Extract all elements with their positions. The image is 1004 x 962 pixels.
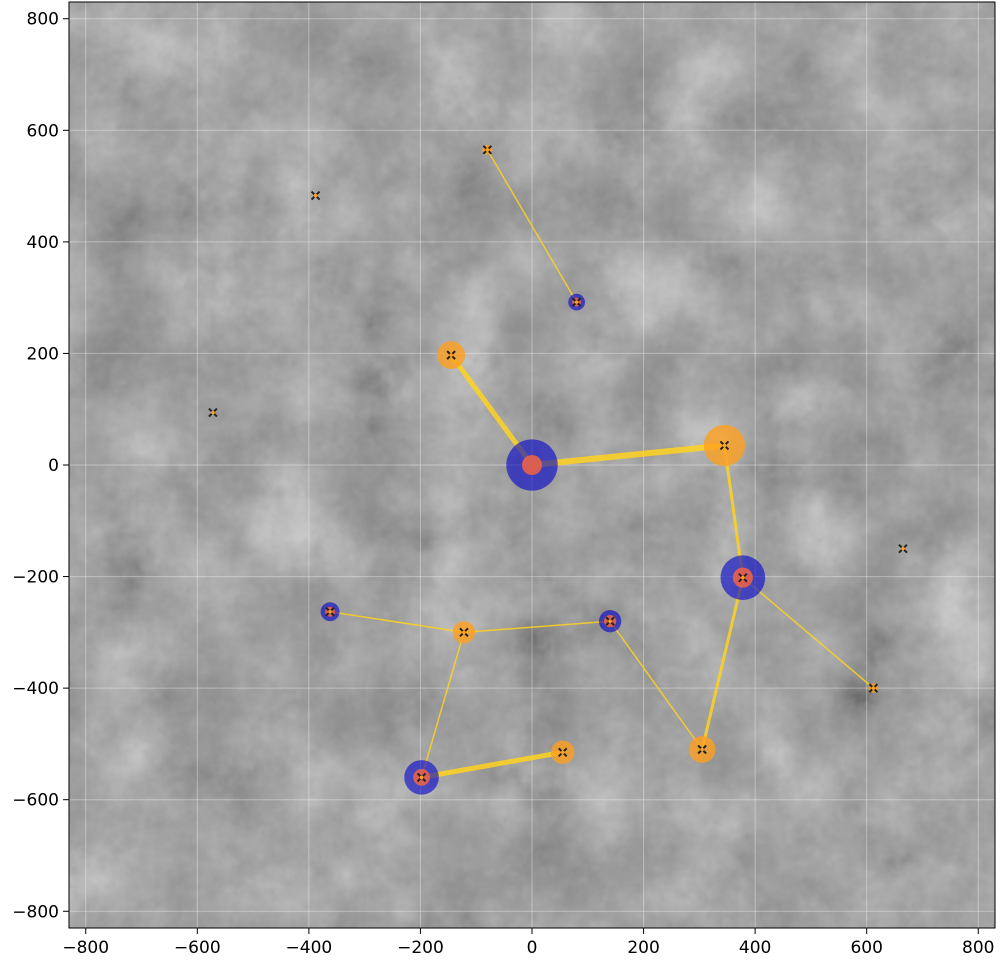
x-marker-dot bbox=[700, 747, 704, 752]
x-marker bbox=[325, 607, 335, 617]
x-tick-label: 600 bbox=[850, 938, 882, 958]
x-marker bbox=[697, 744, 707, 755]
x-marker-dot bbox=[608, 619, 612, 623]
y-tick-label: −200 bbox=[12, 568, 59, 588]
x-marker bbox=[557, 747, 568, 757]
x-tick-label: −400 bbox=[286, 938, 333, 958]
x-marker-dot bbox=[560, 750, 565, 755]
y-tick-label: 0 bbox=[48, 456, 59, 476]
x-marker bbox=[459, 627, 469, 638]
x-marker-dot bbox=[871, 686, 876, 690]
y-tick-label: −400 bbox=[12, 679, 59, 699]
y-tick-label: 200 bbox=[27, 344, 59, 364]
x-marker bbox=[208, 407, 218, 418]
plot-area bbox=[69, 2, 995, 928]
y-tick-label: 800 bbox=[27, 10, 59, 30]
network-edge bbox=[463, 620, 611, 634]
x-marker-dot bbox=[741, 575, 745, 580]
x-marker bbox=[310, 190, 321, 201]
x-marker-dot bbox=[574, 300, 579, 304]
x-marker-dot bbox=[462, 630, 466, 635]
x-tick-label: −800 bbox=[62, 938, 109, 958]
y-tick-label: 600 bbox=[27, 121, 59, 141]
y-tick-label: 400 bbox=[27, 233, 59, 253]
x-marker bbox=[482, 145, 493, 155]
network-edge bbox=[529, 442, 728, 468]
axes: −800 −600 −400 −200 0 200 400 600 800 800 600 400 20… bbox=[12, 10, 994, 958]
x-marker-dot bbox=[313, 193, 318, 198]
x-marker-dot bbox=[485, 148, 490, 152]
network-edge bbox=[700, 576, 745, 751]
x-marker bbox=[868, 683, 879, 693]
network-edge bbox=[609, 620, 703, 751]
y-tick-label: −600 bbox=[12, 791, 59, 811]
x-markers bbox=[208, 145, 908, 783]
network-edge bbox=[742, 576, 875, 689]
x-tick-label: −200 bbox=[397, 938, 444, 958]
network-node bbox=[506, 439, 558, 491]
x-marker-dot bbox=[901, 546, 905, 551]
x-marker bbox=[416, 772, 427, 783]
network-edge bbox=[329, 610, 465, 634]
x-tick-label: 400 bbox=[739, 938, 771, 958]
x-marker bbox=[898, 543, 908, 554]
x-marker-dot bbox=[211, 410, 215, 415]
x-marker bbox=[446, 350, 456, 360]
x-marker-dot bbox=[449, 353, 453, 357]
x-marker-dot bbox=[722, 443, 727, 448]
x-marker bbox=[738, 572, 748, 583]
x-marker bbox=[571, 297, 582, 307]
y-tick-label: −800 bbox=[12, 902, 59, 922]
node-core bbox=[521, 454, 543, 476]
x-marker bbox=[719, 440, 730, 451]
x-tick-label: 200 bbox=[627, 938, 659, 958]
x-tick-label: 800 bbox=[962, 938, 994, 958]
network-edge bbox=[486, 149, 578, 303]
network-edge bbox=[420, 631, 465, 779]
network-edge bbox=[419, 749, 566, 780]
x-tick-label: 0 bbox=[527, 938, 538, 958]
x-marker-dot bbox=[328, 609, 332, 614]
x-tick-label: −600 bbox=[174, 938, 221, 958]
x-marker-dot bbox=[419, 775, 424, 780]
x-marker bbox=[605, 616, 615, 626]
